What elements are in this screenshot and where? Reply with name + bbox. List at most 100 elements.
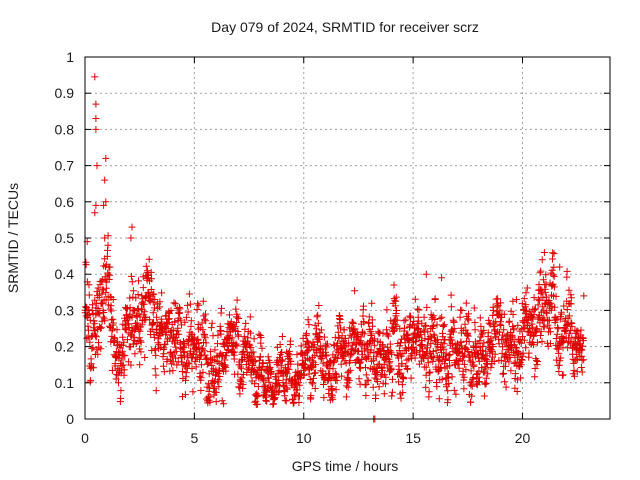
data-point bbox=[340, 326, 348, 334]
data-point bbox=[433, 321, 441, 329]
data-point bbox=[218, 304, 225, 312]
data-point bbox=[257, 334, 265, 341]
data-point bbox=[432, 347, 440, 355]
data-point bbox=[514, 354, 521, 362]
data-point bbox=[198, 319, 206, 327]
data-point bbox=[147, 268, 155, 276]
data-point bbox=[216, 322, 224, 330]
data-point bbox=[260, 383, 268, 390]
data-point bbox=[550, 250, 558, 258]
data-point bbox=[202, 317, 210, 325]
y-tick-label: 0.1 bbox=[55, 375, 75, 391]
data-point bbox=[425, 377, 433, 385]
data-point bbox=[346, 357, 354, 365]
data-point bbox=[496, 306, 504, 314]
data-point bbox=[246, 313, 254, 321]
data-point bbox=[556, 263, 564, 271]
data-point bbox=[480, 326, 488, 334]
data-point bbox=[554, 324, 561, 332]
data-point bbox=[151, 296, 159, 303]
data-point bbox=[101, 176, 109, 184]
y-tick-label: 0.5 bbox=[55, 230, 75, 246]
data-point bbox=[92, 115, 100, 122]
data-point bbox=[522, 301, 530, 309]
data-point bbox=[411, 354, 419, 362]
y-tick-label: 0.8 bbox=[55, 121, 75, 137]
data-point bbox=[94, 305, 102, 312]
data-point bbox=[148, 275, 156, 283]
data-point bbox=[330, 341, 338, 349]
data-point bbox=[374, 378, 381, 385]
data-point bbox=[538, 338, 546, 346]
data-point bbox=[212, 398, 220, 406]
data-point bbox=[547, 306, 555, 314]
data-point bbox=[337, 360, 345, 368]
data-point bbox=[391, 326, 398, 334]
data-point bbox=[470, 362, 478, 370]
data-point bbox=[531, 305, 539, 313]
x-axis-label: GPS time / hours bbox=[292, 458, 399, 474]
data-point bbox=[425, 369, 433, 377]
data-point bbox=[237, 363, 245, 371]
data-point bbox=[388, 388, 396, 396]
data-point bbox=[332, 386, 340, 394]
data-point bbox=[119, 361, 127, 369]
data-point bbox=[301, 364, 309, 372]
data-point bbox=[444, 387, 452, 395]
data-point bbox=[388, 392, 396, 400]
data-point bbox=[580, 356, 588, 364]
data-point bbox=[536, 312, 544, 320]
data-point bbox=[368, 330, 376, 338]
data-point bbox=[550, 263, 558, 271]
data-point bbox=[315, 302, 323, 309]
data-point bbox=[82, 261, 90, 269]
data-point bbox=[263, 397, 271, 405]
data-point bbox=[197, 352, 204, 360]
data-point bbox=[187, 317, 195, 325]
data-point bbox=[287, 357, 295, 365]
data-point bbox=[344, 375, 352, 383]
data-point bbox=[407, 374, 415, 382]
data-point bbox=[208, 319, 216, 327]
data-point bbox=[387, 366, 395, 373]
data-point bbox=[323, 343, 331, 351]
data-point bbox=[190, 350, 198, 358]
data-point bbox=[540, 249, 548, 256]
data-point bbox=[577, 364, 585, 371]
data-point bbox=[145, 255, 153, 263]
data-point bbox=[362, 392, 370, 399]
tick-labels: 00.10.20.30.40.50.60.70.80.910 5 10 15 20 bbox=[55, 49, 531, 446]
data-point bbox=[332, 353, 340, 361]
data-point bbox=[88, 344, 96, 352]
data-point bbox=[424, 344, 431, 352]
data-point bbox=[446, 351, 454, 358]
data-point bbox=[468, 392, 476, 400]
data-point bbox=[539, 276, 547, 284]
data-point bbox=[563, 267, 571, 275]
data-point bbox=[117, 394, 125, 402]
data-point bbox=[533, 361, 541, 369]
data-point bbox=[458, 307, 466, 314]
x-tick-label: 10 bbox=[296, 430, 312, 446]
data-point bbox=[386, 358, 394, 366]
data-point bbox=[448, 336, 456, 344]
data-point bbox=[83, 334, 91, 342]
data-point bbox=[396, 342, 404, 350]
data-point bbox=[129, 306, 137, 314]
data-point bbox=[149, 309, 157, 317]
x-tick-label: 5 bbox=[190, 430, 198, 446]
data-point bbox=[362, 381, 370, 388]
data-point bbox=[208, 361, 216, 369]
data-point bbox=[305, 321, 313, 329]
data-point bbox=[534, 358, 542, 365]
data-point bbox=[429, 358, 437, 366]
data-point bbox=[333, 377, 341, 385]
data-point bbox=[118, 362, 126, 370]
data-point bbox=[579, 342, 586, 350]
data-point bbox=[457, 338, 465, 346]
data-point bbox=[127, 361, 135, 369]
data-point bbox=[185, 360, 193, 368]
data-point bbox=[389, 375, 396, 383]
data-point bbox=[275, 377, 283, 384]
